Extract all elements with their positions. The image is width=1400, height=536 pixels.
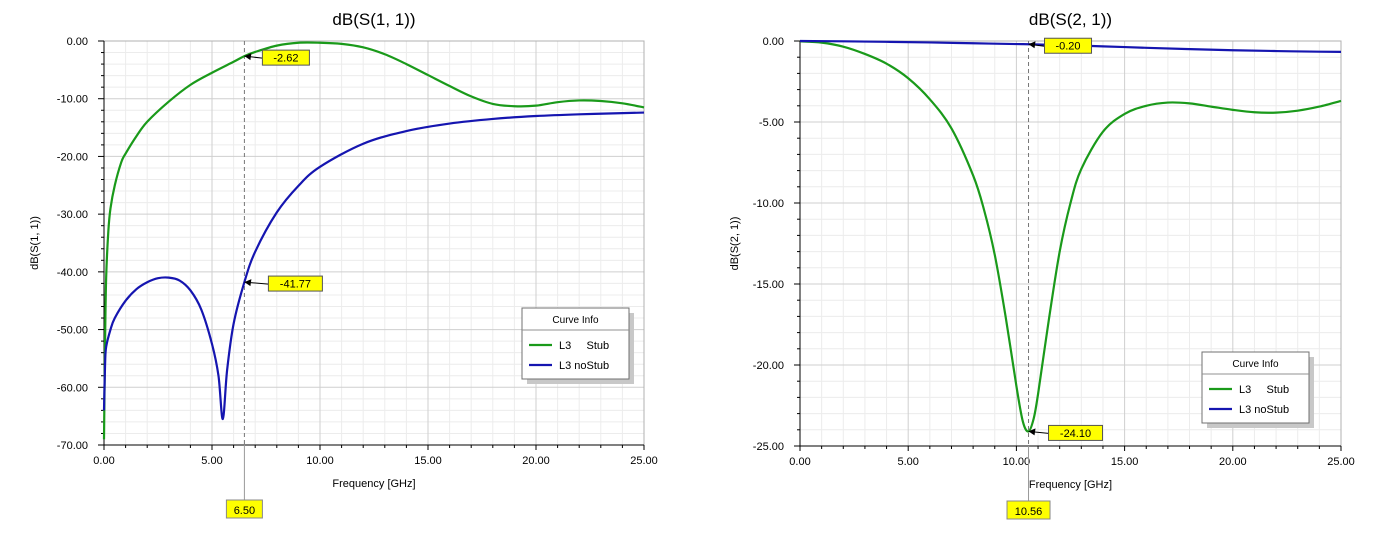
- marker-value: -0.20: [1055, 41, 1080, 53]
- axis-ticks: [98, 40, 645, 450]
- x-tick-label: 0.00: [93, 455, 114, 467]
- curve-info-legend[interactable]: Curve Info L3 Stub L3 noStub: [521, 307, 634, 384]
- chart-title: dB(S(1, 1)): [332, 10, 415, 29]
- x-tick-label: 0.00: [789, 456, 810, 468]
- legend-title: Curve Info: [552, 315, 599, 326]
- marker-x-callout[interactable]: 6.50: [225, 499, 263, 519]
- marker-value: -24.10: [1060, 428, 1091, 440]
- marker-value: -41.77: [280, 279, 311, 291]
- y-axis-label: dB(S(1, 1)): [29, 216, 41, 270]
- legend-title: Curve Info: [1232, 359, 1279, 370]
- s11-chart: 0.00 5.00 10.00 15.00 20.00 25.00 0.00 -10.00 -2…: [29, 10, 658, 519]
- s21-chart: 0.00 5.00 10.00 15.00 20.00 25.00 0.00 -5.00 -10…: [729, 10, 1355, 520]
- legend-entry: L3 noStub: [559, 360, 609, 372]
- major-grid: [104, 41, 644, 445]
- y-tick-label: 0.00: [763, 36, 784, 48]
- marker-callout[interactable]: -24.10: [1028, 424, 1104, 441]
- chart-title: dB(S(2, 1)): [1029, 10, 1112, 29]
- x-tick-label: 5.00: [897, 456, 918, 468]
- axis-ticks: [794, 40, 1342, 451]
- y-tick-label: -70.00: [57, 440, 88, 452]
- x-tick-label: 25.00: [630, 455, 658, 467]
- marker-callout[interactable]: -0.20: [1028, 37, 1093, 54]
- y-tick-label: -50.00: [57, 325, 88, 337]
- x-tick-label: 5.00: [201, 455, 222, 467]
- marker-x-value: 6.50: [234, 505, 255, 517]
- y-tick-label: -15.00: [753, 279, 784, 291]
- y-tick-label: -25.00: [753, 441, 784, 453]
- y-tick-label: -5.00: [759, 117, 784, 129]
- marker-x-callout[interactable]: 10.56: [1006, 500, 1051, 520]
- x-tick-label: 15.00: [414, 455, 442, 467]
- series-line-nostub: [102, 111, 645, 421]
- x-tick-label: 15.00: [1111, 456, 1139, 468]
- y-tick-label: -60.00: [57, 382, 88, 394]
- x-tick-label: 10.00: [306, 455, 334, 467]
- legend-entry: L3 Stub: [1239, 384, 1289, 396]
- y-tick-label: -20.00: [57, 151, 88, 163]
- legend-entry: L3 Stub: [559, 340, 609, 352]
- y-tick-label: 0.00: [67, 36, 88, 48]
- x-tick-label: 20.00: [522, 455, 550, 467]
- minor-grid: [800, 41, 1341, 446]
- marker-callout[interactable]: -2.62: [244, 49, 310, 66]
- marker-x-value: 10.56: [1015, 506, 1043, 518]
- x-tick-label: 10.00: [1003, 456, 1031, 468]
- series-line-stub: [799, 40, 1342, 433]
- series-line-stub: [102, 41, 645, 440]
- y-tick-label: -10.00: [57, 94, 88, 106]
- y-axis-label: dB(S(2, 1)): [729, 217, 741, 271]
- marker-value: -2.62: [273, 53, 298, 65]
- x-axis-label: Frequency [GHz]: [332, 478, 415, 490]
- y-tick-label: -10.00: [753, 198, 784, 210]
- marker-callout[interactable]: -41.77: [244, 275, 323, 292]
- y-tick-label: -20.00: [753, 360, 784, 372]
- y-tick-label: -40.00: [57, 267, 88, 279]
- curve-info-legend[interactable]: Curve Info L3 Stub L3 noStub: [1201, 351, 1314, 428]
- x-axis-label: Frequency [GHz]: [1029, 479, 1112, 491]
- legend-entry: L3 noStub: [1239, 404, 1289, 416]
- x-tick-label: 20.00: [1219, 456, 1247, 468]
- x-tick-label: 25.00: [1327, 456, 1355, 468]
- y-tick-label: -30.00: [57, 209, 88, 221]
